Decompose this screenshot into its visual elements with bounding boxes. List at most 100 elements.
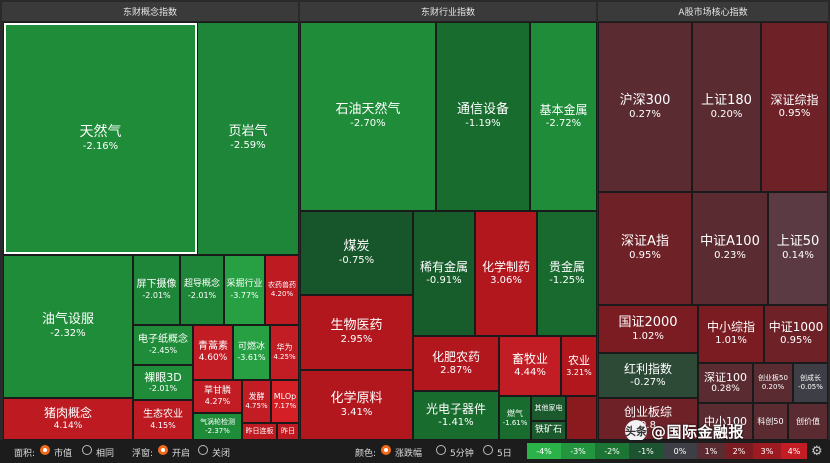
tile-keji50[interactable]: 科创50	[753, 403, 788, 440]
tile-name: 昨日连板	[245, 427, 274, 436]
tile-cybz[interactable]: 创业板综 0.8	[598, 398, 698, 440]
tile-ind-small[interactable]	[566, 396, 597, 440]
tile-nongyaoshou[interactable]: 农药兽药 4.20%	[265, 255, 299, 325]
tile-zuorilianban[interactable]: 昨日连板	[242, 423, 277, 440]
tile-guangdian[interactable]: 光电子器件 -1.41%	[413, 391, 499, 440]
tile-zuori[interactable]: 昨日	[277, 423, 299, 440]
tile-szzh[interactable]: 深证综指 0.95%	[761, 22, 828, 192]
tile-caijue[interactable]: 采掘行业 -3.77%	[224, 255, 265, 325]
color-radio-5day[interactable]	[483, 445, 493, 455]
tile-pingxia[interactable]: 屏下摄像 -2.01%	[133, 255, 180, 325]
tile-zz1000[interactable]: 中证1000 0.95%	[764, 305, 828, 363]
area-option-equal[interactable]: 相同	[96, 449, 115, 459]
tile-qita[interactable]: 其他家电	[531, 396, 566, 421]
tile-value: 3.41%	[340, 406, 373, 418]
tile-shiyou[interactable]: 石油天然气 -2.70%	[300, 22, 436, 211]
tile-value: -2.16%	[82, 141, 119, 152]
float-option-off[interactable]: 关闭	[212, 449, 231, 459]
tile-name: 创业板50	[758, 374, 788, 383]
tile-name: 农业	[568, 354, 590, 368]
tile-gz2000[interactable]: 国证2000 1.02%	[598, 305, 698, 353]
color-option-change[interactable]: 涨跌幅	[395, 449, 423, 459]
tile-cyb50[interactable]: 创业板50 0.20%	[753, 363, 793, 403]
tile-name: 昨日	[281, 427, 295, 436]
control-bar: 面积: 市值 相同 浮窗: 开启 关闭 颜色: 涨跌幅 5分钟 5日 -4% -…	[0, 440, 830, 463]
tile-tiekuang[interactable]: 铁矿石	[531, 421, 566, 440]
tile-huaxuezhi[interactable]: 化学制药 3.06%	[475, 211, 537, 336]
tile-zxzz[interactable]: 中小综指 1.01%	[698, 305, 764, 363]
tile-yeyanqi[interactable]: 页岩气 -2.59%	[197, 22, 299, 255]
tile-qiwoban[interactable]: 气涡轮检测 -2.37%	[193, 413, 242, 440]
tile-name: 深证A指	[621, 234, 669, 250]
color-radio-5min[interactable]	[436, 445, 446, 455]
tile-chaodao[interactable]: 超导概念 -2.01%	[180, 255, 224, 325]
tile-value: -0.05%	[798, 383, 823, 391]
tile-huawei[interactable]: 华为 4.25%	[270, 325, 299, 380]
tile-name: 化学原料	[330, 390, 383, 406]
section-title: 东财行业指数	[420, 8, 475, 18]
color-option-5min[interactable]: 5分钟	[450, 449, 474, 459]
tile-kerbing[interactable]: 可燃冰 -3.61%	[233, 325, 270, 380]
float-radio-on[interactable]	[158, 445, 168, 455]
tile-value: 0.14%	[782, 250, 814, 262]
scale-swatch: 0%	[663, 443, 697, 459]
section-header-market: A股市场核心指数	[598, 2, 828, 22]
tile-xiyou[interactable]: 稀有金属 -0.91%	[413, 211, 475, 336]
tile-mlop[interactable]: MLOp 7.17%	[271, 380, 299, 423]
tile-name: 中小100	[704, 414, 747, 428]
tile-name: 生物医药	[330, 318, 383, 334]
tile-name: 发酵	[248, 392, 265, 402]
tile-value: -2.32%	[50, 328, 86, 340]
color-radio-change[interactable]	[381, 445, 391, 455]
tile-caogan[interactable]: 草甘膦 4.27%	[193, 380, 242, 413]
tile-ranqi[interactable]: 燃气 -1.61%	[499, 396, 531, 440]
float-radio-off[interactable]	[198, 445, 208, 455]
tile-jiben[interactable]: 基本金属 -2.72%	[530, 22, 597, 211]
tile-value: -0.91%	[426, 274, 462, 286]
tile-shengwu[interactable]: 生物医药 2.95%	[300, 295, 413, 370]
tile-huafei[interactable]: 化肥农药 2.87%	[413, 336, 499, 391]
tile-value: -3.61%	[237, 353, 266, 363]
tile-name: 页岩气	[228, 124, 268, 140]
tile-sz180[interactable]: 上证180 0.20%	[692, 22, 761, 192]
tile-xumu[interactable]: 畜牧业 4.44%	[499, 336, 561, 396]
tile-name: 红利指数	[623, 361, 672, 376]
tile-value: 4.20%	[270, 290, 294, 298]
tile-value: 0.95%	[780, 335, 812, 347]
area-radio-marketcap[interactable]	[40, 445, 50, 455]
tile-zzA100[interactable]: 中证A100 0.23%	[692, 192, 768, 305]
tile-szA[interactable]: 深证A指 0.95%	[598, 192, 692, 305]
tile-hs300[interactable]: 沪深300 0.27%	[598, 22, 692, 192]
tile-huaxueyuan[interactable]: 化学原料 3.41%	[300, 370, 413, 440]
tile-name: 国证2000	[618, 314, 678, 330]
area-option-marketcap[interactable]: 市值	[54, 449, 73, 459]
tile-dianzizhi[interactable]: 电子纸概念 -2.45%	[133, 325, 193, 365]
tile-sz50[interactable]: 上证50 0.14%	[768, 192, 828, 305]
tile-tianranqi[interactable]: 天然气 -2.16%	[3, 22, 198, 255]
gear-icon[interactable]: ⚙	[811, 444, 823, 459]
tile-meitan[interactable]: 煤炭 -0.75%	[300, 211, 413, 295]
tile-name: 燃气	[507, 408, 523, 418]
color-option-5day[interactable]: 5日	[497, 449, 512, 459]
tile-qinghaosu[interactable]: 青蒿素 4.60%	[193, 325, 233, 380]
tile-tongxin[interactable]: 通信设备 -1.19%	[436, 22, 530, 211]
tile-chuangjia[interactable]: 创价值	[788, 403, 828, 440]
tile-hongli[interactable]: 红利指数 -0.27%	[598, 353, 698, 398]
tile-shengtai[interactable]: 生态农业 4.15%	[133, 400, 193, 440]
tile-luoyan[interactable]: 裸眼3D -2.01%	[133, 365, 193, 400]
tile-value: -2.59%	[230, 140, 266, 152]
tile-guijin[interactable]: 贵金属 -1.25%	[537, 211, 597, 336]
tile-name: 屏下摄像	[136, 278, 177, 290]
tile-name: 华为	[276, 343, 293, 353]
tile-nongye[interactable]: 农业 3.21%	[561, 336, 597, 396]
tile-value: 3.06%	[490, 274, 522, 286]
tile-zhurou[interactable]: 猪肉概念 4.14%	[3, 398, 133, 440]
tile-youqisheb[interactable]: 油气设服 -2.32%	[3, 255, 133, 398]
tile-name: 农药兽药	[268, 281, 296, 290]
float-option-on[interactable]: 开启	[172, 449, 191, 459]
tile-fajiao[interactable]: 发酵 4.75%	[242, 380, 271, 423]
tile-sz100[interactable]: 深证100 0.28%	[698, 363, 753, 403]
area-radio-equal[interactable]	[82, 445, 92, 455]
tile-zx100[interactable]: 中小100	[698, 403, 753, 440]
tile-chuangcheng[interactable]: 创成长 -0.05%	[793, 363, 828, 403]
